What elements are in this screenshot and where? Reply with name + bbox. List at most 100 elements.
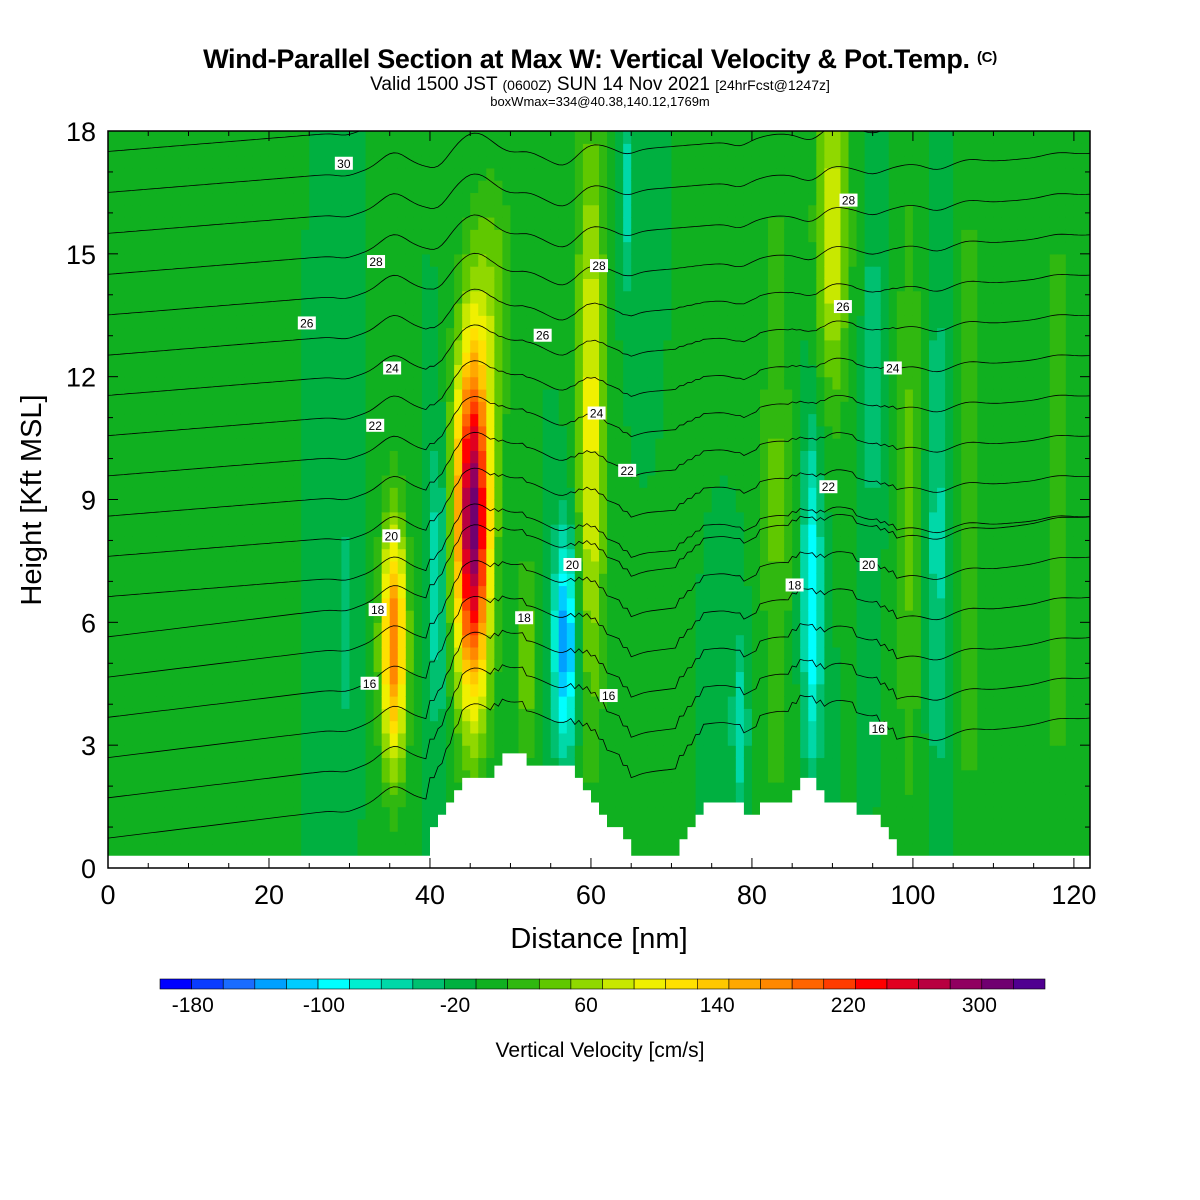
w-cell	[711, 511, 721, 525]
w-cell	[156, 782, 165, 795]
w-cell	[534, 204, 544, 218]
w-cell	[260, 708, 270, 722]
w-cell	[357, 302, 367, 316]
w-cell	[679, 573, 689, 587]
w-cell	[510, 720, 520, 734]
w-cell	[164, 450, 173, 464]
w-cell	[309, 401, 318, 415]
w-cell	[502, 560, 512, 574]
w-cell	[454, 180, 463, 194]
w-cell	[333, 487, 343, 501]
w-cell	[623, 474, 632, 488]
w-cell	[695, 696, 705, 709]
w-cell	[285, 302, 294, 316]
w-cell	[220, 192, 230, 206]
w-cell	[751, 266, 761, 279]
w-cell	[268, 204, 278, 218]
w-cell	[462, 216, 471, 230]
w-cell	[260, 327, 270, 341]
w-cell	[228, 548, 238, 562]
w-cell	[671, 450, 681, 464]
w-cell	[526, 450, 536, 464]
w-cell	[663, 167, 673, 181]
w-cell	[735, 315, 745, 329]
w-cell	[325, 732, 334, 746]
w-cell	[502, 290, 512, 304]
w-cell	[751, 290, 761, 304]
w-cell	[164, 745, 173, 759]
w-cell	[389, 683, 399, 697]
w-cell	[293, 831, 302, 845]
w-cell	[285, 671, 294, 685]
w-cell	[494, 352, 504, 365]
w-cell	[132, 474, 141, 488]
w-cell	[478, 327, 487, 341]
w-cell	[132, 524, 141, 537]
w-cell	[727, 524, 737, 537]
w-cell	[357, 818, 367, 832]
w-cell	[590, 585, 600, 599]
w-cell	[663, 192, 673, 206]
w-cell	[510, 290, 520, 304]
w-cell	[389, 352, 399, 365]
w-cell	[454, 241, 463, 255]
w-cell	[212, 425, 222, 439]
w-cell	[719, 180, 729, 194]
w-cell	[615, 241, 624, 255]
w-cell	[180, 216, 190, 230]
w-cell	[590, 646, 600, 660]
w-cell	[743, 659, 753, 673]
w-cell	[550, 634, 560, 648]
w-cell	[405, 794, 415, 808]
w-cell	[582, 425, 592, 439]
w-cell	[454, 622, 463, 636]
w-cell	[550, 167, 560, 181]
w-cell	[558, 143, 568, 157]
w-cell	[132, 843, 141, 857]
w-cell	[220, 253, 230, 267]
w-cell	[695, 192, 705, 206]
w-cell	[446, 622, 455, 636]
w-cell	[429, 794, 439, 808]
w-cell	[220, 327, 230, 341]
w-cell	[132, 425, 141, 439]
w-cell	[768, 352, 777, 365]
w-cell	[421, 192, 431, 206]
w-cell	[615, 216, 624, 230]
w-cell	[534, 696, 544, 709]
w-cell	[357, 241, 367, 255]
w-cell	[260, 782, 270, 795]
w-cell	[317, 290, 326, 304]
w-cell	[172, 696, 182, 709]
w-cell	[277, 302, 286, 316]
w-cell	[743, 204, 753, 218]
w-cell	[421, 266, 431, 279]
w-cell	[172, 204, 182, 218]
w-cell	[470, 339, 479, 353]
w-cell	[421, 560, 431, 574]
w-cell	[462, 511, 471, 525]
w-cell	[429, 425, 439, 439]
w-cell	[196, 622, 206, 636]
w-cell	[405, 290, 415, 304]
w-cell	[309, 204, 318, 218]
w-cell	[582, 487, 592, 501]
w-cell	[494, 659, 504, 673]
w-cell	[381, 278, 391, 292]
w-cell	[172, 241, 182, 255]
w-cell	[325, 597, 334, 611]
w-cell	[301, 352, 310, 365]
w-cell	[759, 524, 769, 537]
w-cell	[687, 597, 697, 611]
w-cell	[373, 732, 383, 746]
w-cell	[268, 315, 278, 329]
w-cell	[679, 167, 689, 181]
w-cell	[413, 536, 423, 550]
w-cell	[252, 266, 262, 279]
w-cell	[566, 401, 576, 415]
w-cell	[357, 511, 367, 525]
w-cell	[228, 597, 238, 611]
w-cell	[116, 610, 125, 623]
w-cell	[317, 536, 326, 550]
w-cell	[244, 401, 254, 415]
